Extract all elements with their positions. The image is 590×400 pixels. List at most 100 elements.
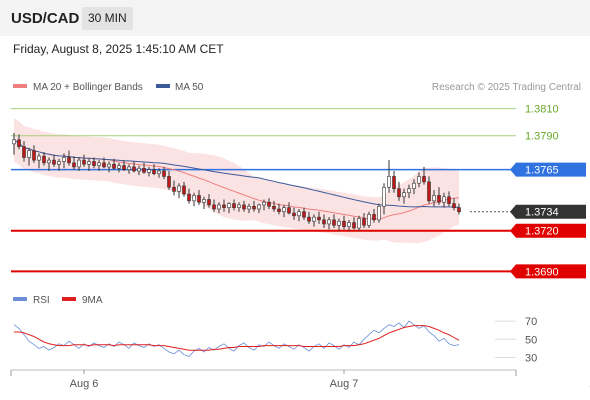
candle-body — [447, 196, 451, 204]
candle-body — [292, 212, 296, 217]
candle — [347, 219, 351, 231]
candle-body — [412, 182, 416, 189]
candle-body — [112, 163, 116, 169]
candle-body — [137, 167, 141, 172]
candle-body — [407, 188, 411, 194]
candle — [257, 203, 261, 214]
candle — [107, 161, 111, 173]
candle-body — [117, 165, 121, 169]
candle-body — [47, 159, 51, 164]
level-tag-bg — [510, 223, 586, 238]
candle — [377, 203, 381, 223]
candle — [427, 176, 431, 204]
candle — [287, 202, 291, 215]
candle — [262, 199, 266, 211]
candle-body — [397, 188, 401, 198]
legend-swatch-ma50 — [156, 84, 170, 88]
candle — [307, 211, 311, 224]
candle — [412, 179, 416, 195]
candle-body — [257, 204, 261, 210]
candle-body — [12, 139, 16, 145]
bollinger-bands — [14, 118, 459, 244]
candle — [447, 191, 451, 207]
candle — [152, 164, 156, 176]
candle — [52, 154, 56, 167]
candle-body — [27, 150, 31, 158]
candle-body — [297, 211, 301, 217]
candle-body — [272, 205, 276, 210]
candle-body — [372, 214, 376, 221]
candle-body — [222, 204, 226, 208]
candle-body — [237, 204, 241, 208]
candle — [17, 134, 21, 150]
candle — [327, 217, 331, 230]
candle — [392, 171, 396, 193]
level-tag-2: 1.3765 — [510, 162, 586, 177]
candle — [97, 160, 101, 171]
chart-datetime: Friday, August 8, 2025 1:45:10 AM CET — [13, 42, 224, 56]
candle — [127, 164, 131, 174]
candle — [27, 147, 31, 166]
legend-swatch-9ma — [62, 297, 76, 301]
candle-body — [92, 161, 96, 166]
candle — [42, 152, 46, 166]
rsi-ma-line — [14, 325, 460, 351]
candle — [242, 200, 246, 212]
candle — [272, 200, 276, 212]
candle — [387, 160, 391, 193]
candle — [47, 157, 51, 171]
candle — [452, 198, 456, 211]
candle-body — [37, 155, 41, 161]
candle — [112, 158, 116, 170]
candle — [252, 200, 256, 212]
candle — [407, 184, 411, 199]
candle-body — [57, 161, 61, 165]
candle — [332, 214, 336, 228]
candle — [362, 213, 366, 228]
candle-body — [177, 185, 181, 192]
candle — [92, 157, 96, 169]
candle-body — [262, 201, 266, 206]
candle — [162, 166, 166, 180]
candle-body — [162, 170, 166, 177]
candle — [37, 153, 41, 169]
level-tag-3: 1.3734 — [510, 204, 586, 219]
candle-body — [72, 162, 76, 168]
candle — [217, 202, 221, 214]
candle-body — [427, 181, 431, 202]
candle — [437, 187, 441, 205]
candle-body — [182, 185, 186, 195]
timeframe-badge[interactable]: 30 MIN — [82, 7, 133, 30]
x-tick-label: Aug 6 — [70, 378, 99, 390]
legend-label-9ma: 9MA — [82, 295, 103, 306]
candle — [302, 207, 306, 220]
candle — [187, 188, 191, 204]
level-tag-bg — [510, 204, 586, 219]
candle-body — [442, 196, 446, 203]
candle-body — [107, 163, 111, 168]
candle-body — [392, 176, 396, 189]
candle-body — [132, 166, 136, 172]
candle — [312, 214, 316, 227]
level-tag-text: 1.3690 — [525, 266, 559, 278]
candle — [417, 172, 421, 188]
candle — [422, 166, 426, 185]
candle — [397, 181, 401, 201]
candle — [352, 217, 356, 230]
candle-body — [207, 199, 211, 206]
candle — [137, 165, 141, 176]
legend-label-ma20: MA 20 + Bollinger Bands — [33, 82, 143, 93]
x-tick-label: Aug 7 — [330, 378, 359, 390]
candle — [232, 199, 236, 211]
candle — [182, 181, 186, 197]
candle — [57, 158, 61, 171]
candle-body — [42, 155, 46, 164]
legend-label-ma50: MA 50 — [175, 82, 204, 93]
candle-body — [342, 220, 346, 227]
level-tag-5: 1.3690 — [510, 264, 586, 279]
candle-body — [352, 222, 356, 229]
candle-body — [277, 208, 281, 213]
candle-body — [347, 222, 351, 227]
candle-body — [52, 159, 56, 165]
